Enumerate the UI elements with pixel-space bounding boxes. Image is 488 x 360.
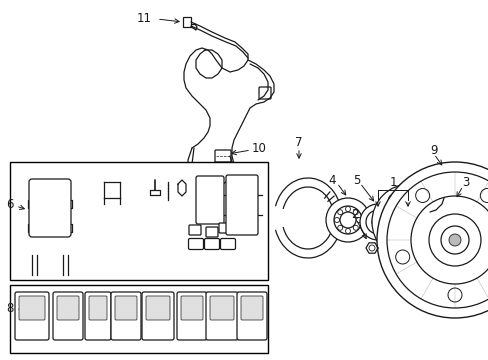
Text: 3: 3 — [461, 176, 469, 189]
Circle shape — [229, 225, 234, 230]
Circle shape — [388, 194, 398, 204]
Text: 9: 9 — [429, 144, 437, 157]
Circle shape — [431, 226, 441, 236]
Circle shape — [108, 187, 116, 195]
Bar — [183, 17, 191, 27]
Circle shape — [37, 242, 63, 268]
FancyBboxPatch shape — [15, 292, 49, 340]
FancyBboxPatch shape — [205, 292, 238, 340]
Circle shape — [352, 210, 358, 215]
FancyBboxPatch shape — [89, 296, 107, 320]
Circle shape — [428, 214, 480, 266]
FancyBboxPatch shape — [215, 150, 230, 162]
Circle shape — [404, 217, 414, 227]
FancyBboxPatch shape — [259, 87, 270, 99]
Circle shape — [365, 210, 389, 234]
Text: 7: 7 — [295, 136, 302, 149]
FancyBboxPatch shape — [57, 296, 79, 320]
Circle shape — [226, 223, 237, 233]
Circle shape — [440, 226, 468, 254]
Circle shape — [27, 300, 37, 310]
FancyBboxPatch shape — [85, 292, 111, 340]
Circle shape — [356, 217, 361, 222]
FancyBboxPatch shape — [219, 223, 230, 233]
Circle shape — [325, 198, 369, 242]
Circle shape — [334, 217, 339, 222]
Circle shape — [32, 237, 68, 273]
Circle shape — [404, 245, 414, 255]
Text: 1: 1 — [388, 176, 396, 189]
Circle shape — [237, 188, 246, 198]
FancyBboxPatch shape — [205, 227, 218, 237]
FancyBboxPatch shape — [196, 176, 224, 224]
FancyBboxPatch shape — [19, 296, 45, 320]
Text: 8: 8 — [7, 302, 14, 315]
Circle shape — [410, 196, 488, 284]
FancyBboxPatch shape — [142, 292, 174, 340]
FancyBboxPatch shape — [177, 292, 206, 340]
Circle shape — [415, 189, 429, 203]
Circle shape — [337, 210, 342, 215]
Text: 4: 4 — [327, 174, 335, 186]
FancyBboxPatch shape — [115, 296, 137, 320]
Circle shape — [479, 189, 488, 203]
Circle shape — [447, 288, 461, 302]
FancyBboxPatch shape — [189, 225, 201, 235]
Circle shape — [352, 225, 358, 230]
Circle shape — [38, 200, 62, 224]
Bar — [10, 285, 267, 353]
Text: 11: 11 — [137, 12, 152, 24]
Text: 5: 5 — [353, 174, 360, 186]
Circle shape — [376, 162, 488, 318]
Circle shape — [386, 172, 488, 308]
FancyBboxPatch shape — [53, 292, 83, 340]
Bar — [10, 162, 267, 280]
Circle shape — [337, 225, 342, 230]
FancyBboxPatch shape — [241, 296, 263, 320]
Text: 6: 6 — [6, 198, 14, 211]
Circle shape — [421, 194, 430, 204]
Circle shape — [345, 207, 350, 211]
Circle shape — [153, 300, 163, 310]
Circle shape — [345, 229, 350, 234]
Circle shape — [371, 216, 383, 228]
Circle shape — [395, 250, 409, 264]
Text: 2: 2 — [350, 208, 358, 221]
Circle shape — [339, 212, 355, 228]
Circle shape — [42, 247, 58, 263]
FancyBboxPatch shape — [111, 292, 141, 340]
FancyBboxPatch shape — [220, 238, 235, 249]
FancyBboxPatch shape — [437, 172, 449, 192]
Circle shape — [93, 300, 103, 310]
Circle shape — [378, 226, 387, 236]
FancyBboxPatch shape — [204, 238, 219, 249]
Circle shape — [371, 184, 447, 260]
Circle shape — [237, 212, 246, 222]
Circle shape — [217, 300, 226, 310]
Circle shape — [397, 210, 421, 234]
FancyBboxPatch shape — [438, 189, 448, 199]
Circle shape — [359, 204, 395, 240]
Circle shape — [32, 194, 68, 230]
Circle shape — [387, 200, 431, 244]
Text: 10: 10 — [251, 141, 266, 154]
FancyBboxPatch shape — [188, 238, 203, 249]
Circle shape — [448, 234, 460, 246]
FancyBboxPatch shape — [209, 296, 234, 320]
FancyBboxPatch shape — [29, 179, 71, 237]
Circle shape — [368, 245, 374, 251]
Bar — [198, 177, 205, 183]
FancyBboxPatch shape — [181, 296, 203, 320]
Circle shape — [333, 206, 361, 234]
FancyBboxPatch shape — [146, 296, 170, 320]
FancyBboxPatch shape — [225, 175, 258, 235]
FancyBboxPatch shape — [237, 292, 266, 340]
